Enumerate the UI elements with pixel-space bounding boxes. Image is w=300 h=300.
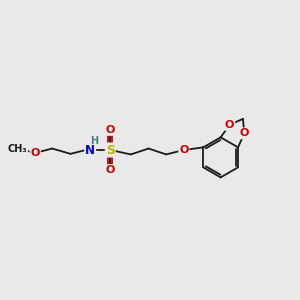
Text: O: O [179, 145, 188, 155]
Text: O: O [106, 125, 115, 135]
Text: CH₃: CH₃ [8, 143, 27, 154]
Text: H: H [90, 136, 98, 146]
Text: O: O [106, 165, 115, 175]
Text: S: S [106, 143, 115, 157]
Text: O: O [225, 120, 234, 130]
Text: O: O [31, 148, 40, 158]
Text: O: O [240, 128, 249, 138]
Text: N: N [85, 143, 95, 157]
